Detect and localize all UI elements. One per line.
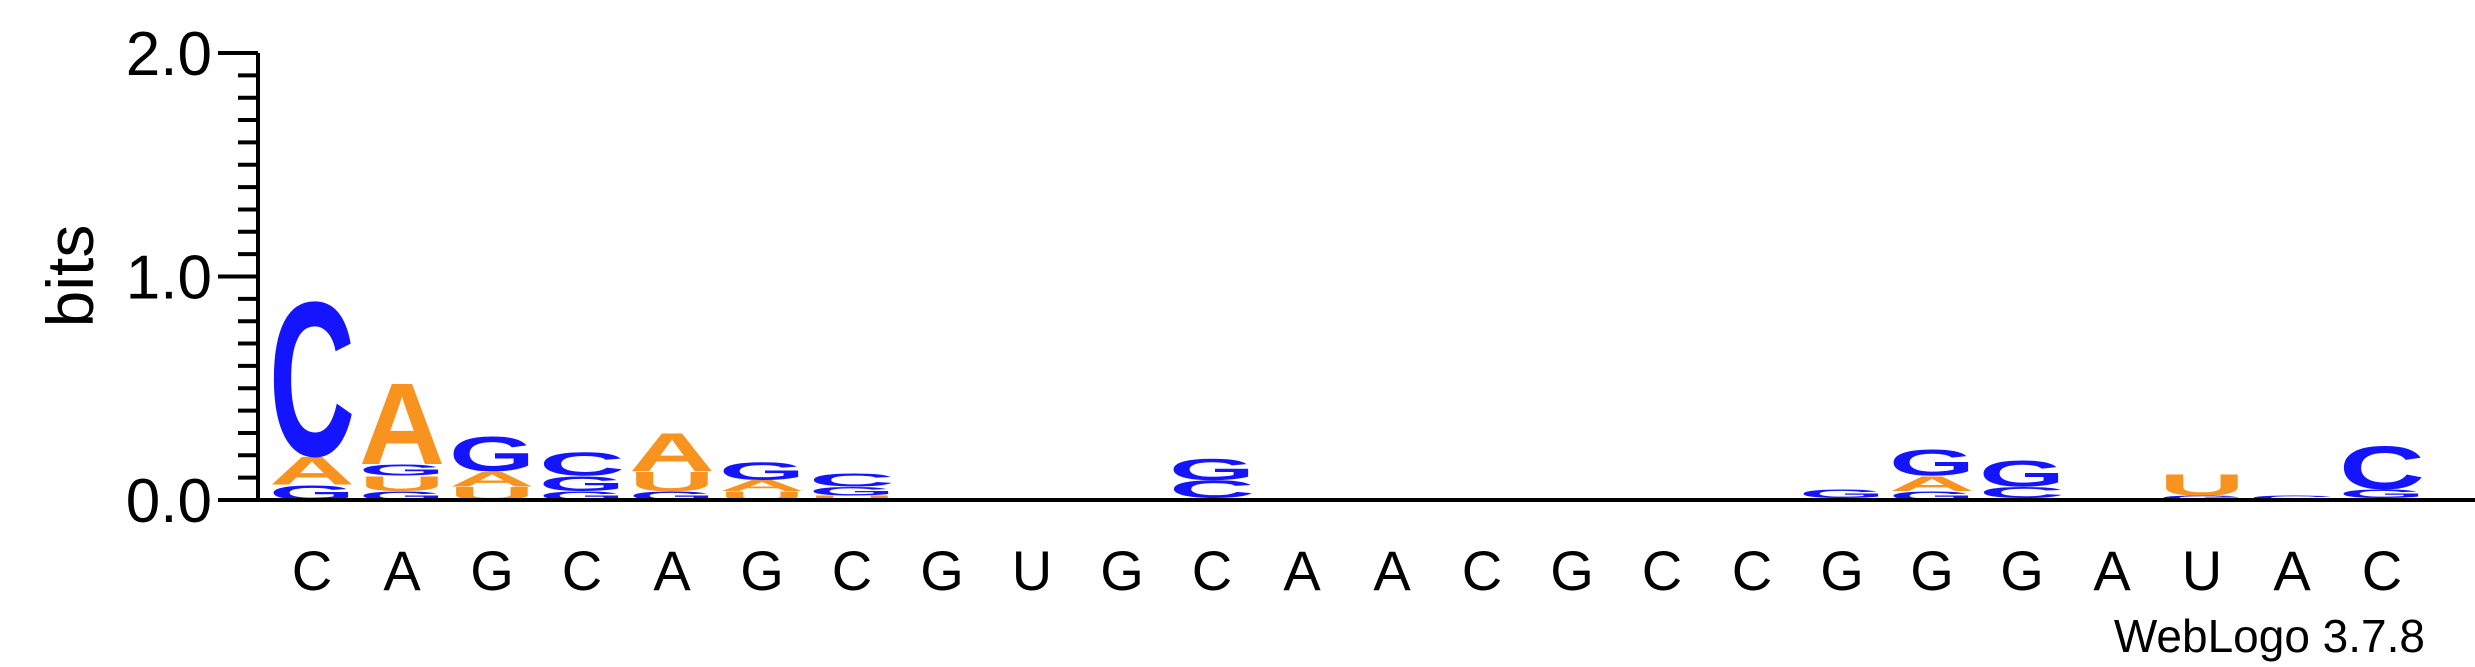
position-label: C (832, 539, 872, 602)
position-label: C (292, 539, 332, 602)
logo-letter-A: A (719, 477, 805, 494)
position-label: G (1820, 539, 1864, 602)
logo-letter-U: U (359, 472, 445, 496)
logo-letter-G: G (359, 462, 445, 479)
position-label: G (1550, 539, 1594, 602)
logo-letter-G: G (539, 472, 625, 496)
logo-letter-C: C (2249, 494, 2335, 501)
logo-letter-C: C (539, 445, 625, 483)
y-axis-title: bits (33, 225, 107, 328)
letter-stack: UCG (1979, 454, 2065, 501)
letter-stack: UAG (719, 458, 805, 503)
logo-letter-G: G (449, 427, 535, 481)
letter-stack: UGC (2339, 434, 2425, 503)
logo-letter-A: A (359, 358, 445, 488)
letter-stacks: GACGUGAUAGGGCGUAUAGUGCAACUCGAACUGGAGUCGG… (269, 256, 2425, 504)
logo-letter-G: G (1979, 454, 2065, 495)
position-label: A (2273, 539, 2311, 602)
logo-letter-A: A (269, 448, 355, 492)
position-label: C (1192, 539, 1232, 602)
position-label: G (2000, 539, 2044, 602)
logo-letter-U: U (629, 467, 715, 498)
letter-stack: GAC (269, 256, 355, 504)
position-label: G (920, 539, 964, 602)
logo-letter-G: G (1169, 453, 1255, 487)
letter-stack: C (2249, 494, 2335, 501)
letter-stack: GGC (539, 445, 625, 503)
position-label: G (1100, 539, 1144, 602)
logo-letter-G: G (809, 484, 895, 498)
position-label: U (1012, 539, 1052, 602)
credit-text: WebLogo 3.7.8 (2114, 610, 2425, 662)
position-label: A (1373, 539, 1411, 602)
logo-letter-C: C (809, 470, 895, 490)
position-label: A (1283, 539, 1321, 602)
logo-letter-U: U (809, 494, 895, 501)
letter-stack: GAG (1889, 442, 1975, 502)
position-label: A (653, 539, 691, 602)
logo-letter-U: U (2159, 468, 2245, 502)
position-label: C (562, 539, 602, 602)
letter-stack: GUA (629, 421, 715, 503)
letter-stack: UGC (809, 470, 895, 501)
y-tick-label: 0.0 (126, 467, 212, 536)
logo-letter-C: C (2339, 434, 2425, 503)
position-label: C (2362, 539, 2402, 602)
position-label: A (2093, 539, 2131, 602)
letter-stack: UCG (1169, 453, 1255, 503)
letter-stack: UAG (449, 427, 535, 504)
logo-letter-A: A (1889, 472, 1975, 496)
logo-letter-A: A (629, 421, 715, 483)
position-label: C (1732, 539, 1772, 602)
logo-letter-G: G (1799, 487, 1885, 501)
position-label: G (470, 539, 514, 602)
logo-letter-G: G (719, 458, 805, 485)
logo-letter-G: G (1889, 442, 1975, 483)
position-label: G (740, 539, 784, 602)
position-label: C (1642, 539, 1682, 602)
y-axis: 0.0 1.0 2.0 (126, 20, 260, 536)
logo-letter-C: C (1979, 484, 2065, 501)
letter-stack: GU (2159, 468, 2245, 502)
position-label: A (383, 539, 421, 602)
position-label: G (1910, 539, 1954, 602)
logo-letter-G: G (2339, 487, 2425, 501)
logo-letter-A: A (449, 468, 535, 492)
y-tick-label: 1.0 (126, 244, 212, 313)
position-label: C (1462, 539, 1502, 602)
position-label: U (2182, 539, 2222, 602)
logo-letter-G: G (2159, 494, 2245, 501)
logo-letter-C: C (269, 256, 355, 502)
y-tick-label: 2.0 (126, 20, 212, 89)
